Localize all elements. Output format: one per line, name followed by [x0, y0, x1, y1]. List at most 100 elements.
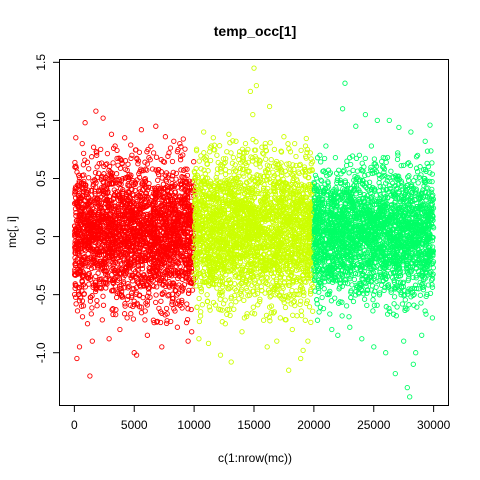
data-point — [125, 161, 131, 167]
data-point — [74, 182, 81, 188]
data-point — [169, 301, 175, 307]
data-point — [89, 305, 95, 311]
data-point — [127, 272, 133, 278]
data-point — [180, 253, 186, 260]
data-point — [181, 199, 188, 206]
data-point — [140, 179, 146, 185]
data-point — [104, 150, 111, 157]
data-point — [184, 243, 190, 249]
data-point — [116, 266, 122, 272]
data-point — [119, 160, 125, 166]
data-point — [100, 293, 106, 299]
data-point — [196, 318, 203, 325]
data-point — [231, 306, 237, 312]
data-point — [204, 292, 210, 298]
outlier-point — [117, 326, 123, 333]
data-point — [74, 239, 80, 245]
data-point — [124, 192, 130, 198]
data-point — [170, 270, 176, 276]
data-point — [275, 175, 281, 181]
data-point — [94, 303, 100, 309]
data-point — [95, 270, 101, 276]
data-point — [289, 287, 295, 294]
data-point — [78, 218, 84, 225]
data-point — [138, 262, 144, 268]
data-point — [145, 146, 151, 153]
data-point — [199, 302, 205, 308]
outlier-point — [162, 134, 169, 140]
data-point — [82, 284, 88, 290]
data-point — [110, 311, 116, 318]
data-point — [306, 304, 313, 310]
data-point — [84, 159, 91, 165]
data-point — [308, 319, 314, 326]
data-point — [165, 264, 172, 270]
data-point — [145, 201, 152, 207]
data-point — [144, 298, 151, 305]
data-point — [130, 205, 136, 211]
data-point — [168, 318, 174, 325]
data-point — [114, 192, 121, 199]
data-point — [87, 254, 93, 261]
data-point — [177, 157, 184, 163]
data-point — [157, 250, 163, 256]
data-point — [167, 145, 174, 151]
data-point — [90, 284, 96, 291]
data-point — [92, 195, 98, 201]
data-point — [165, 175, 171, 181]
data-point — [109, 307, 115, 313]
data-point — [72, 271, 78, 277]
data-point — [121, 311, 128, 317]
data-point — [155, 171, 162, 178]
data-point — [302, 317, 308, 323]
data-point — [129, 278, 136, 284]
data-point — [72, 294, 79, 300]
data-point — [144, 167, 150, 173]
outlier-point — [185, 338, 191, 344]
data-point — [133, 290, 140, 296]
data-point — [171, 280, 177, 287]
data-point — [142, 175, 148, 182]
data-point — [191, 159, 197, 165]
data-point — [77, 197, 83, 204]
data-point — [101, 280, 107, 287]
data-point — [290, 312, 296, 318]
data-point — [135, 252, 141, 258]
data-point — [137, 245, 144, 251]
data-point — [253, 139, 259, 145]
data-point — [92, 288, 99, 295]
data-point — [87, 298, 94, 304]
data-point — [86, 281, 92, 287]
data-point — [129, 244, 135, 250]
data-point — [104, 182, 110, 188]
data-point — [72, 164, 78, 170]
data-point — [137, 236, 144, 242]
data-point — [129, 272, 135, 278]
data-point — [170, 203, 176, 209]
data-point — [72, 281, 78, 287]
data-point — [161, 159, 168, 165]
outlier-point — [124, 315, 130, 321]
outlier-point — [159, 344, 165, 350]
data-point — [107, 224, 114, 230]
data-point — [79, 314, 86, 320]
data-point — [113, 294, 120, 301]
data-point — [222, 171, 229, 178]
data-point — [217, 296, 223, 302]
data-point — [80, 185, 86, 191]
data-point — [171, 306, 177, 312]
outlier-point — [174, 324, 181, 330]
data-point — [89, 198, 95, 204]
data-point — [100, 226, 106, 232]
data-point — [147, 157, 153, 163]
data-point — [241, 297, 247, 304]
data-point — [99, 317, 105, 323]
data-point — [303, 135, 309, 142]
data-point — [153, 192, 159, 198]
data-point — [103, 261, 109, 267]
data-point — [114, 147, 120, 154]
data-point — [155, 250, 161, 256]
data-point — [74, 308, 81, 314]
data-point — [298, 147, 304, 154]
outlier-point — [73, 135, 79, 141]
